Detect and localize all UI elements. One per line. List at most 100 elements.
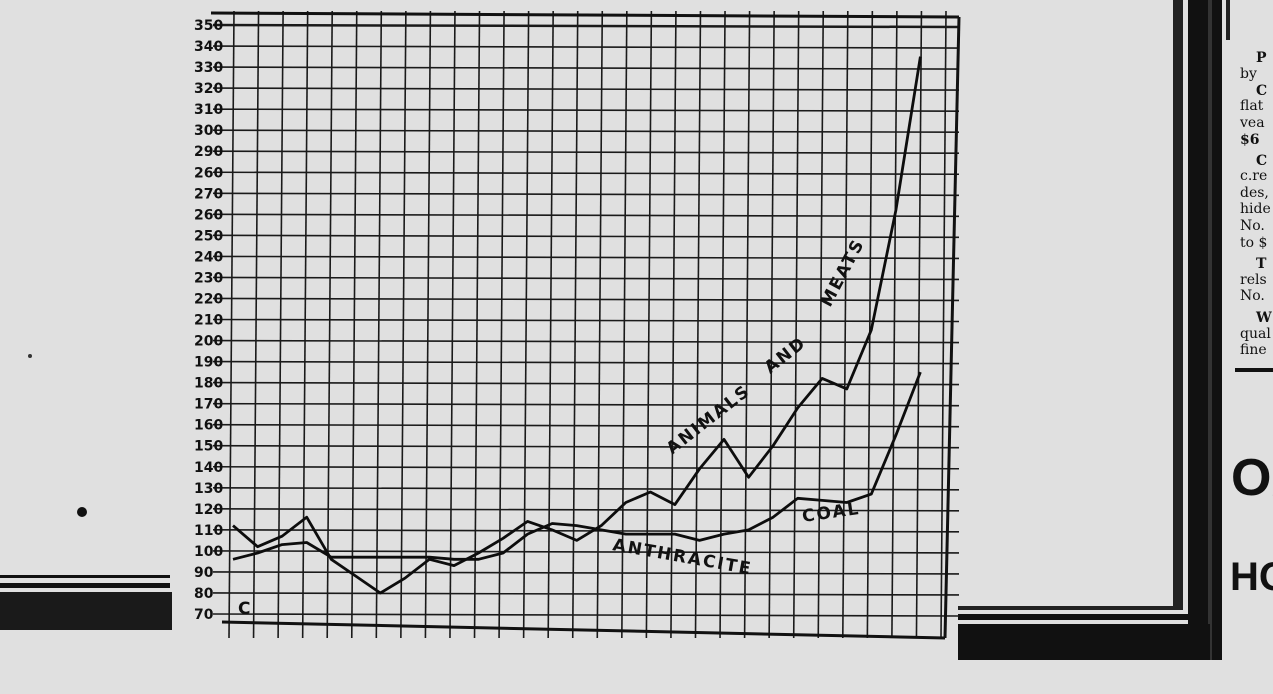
y-tick-label: 120 [194, 502, 223, 518]
grid-column-line [891, 10, 898, 639]
grid-row-line [212, 339, 960, 344]
y-tick-label: 160 [194, 418, 223, 434]
y-tick-label: 300 [194, 123, 223, 139]
grid-row-line [212, 234, 960, 239]
grid-row-line [212, 276, 960, 281]
grid-column-line [400, 10, 407, 639]
column-text-line: c.re [1240, 168, 1267, 184]
grid-row-line [212, 297, 960, 302]
grid-column-line [866, 10, 874, 639]
y-tick-label: 230 [194, 270, 223, 286]
grid-row-line [212, 255, 960, 260]
y-tick-label: 220 [194, 291, 223, 307]
column-text-line: P [1256, 50, 1267, 66]
grid-row-line [212, 87, 960, 91]
y-tick-label: 110 [194, 523, 223, 539]
grid-row-line [212, 360, 960, 365]
grid-row-line [212, 213, 960, 218]
grid-row-line [212, 45, 960, 49]
column-text-line: to $ [1240, 235, 1267, 251]
left-border-rules [0, 354, 172, 630]
grid-column-line [473, 10, 481, 639]
column-text-line: C [1256, 153, 1267, 169]
grid-row-line [212, 508, 960, 512]
column-text-line: No. [1240, 218, 1265, 234]
grid-column-line [350, 10, 358, 639]
grid-column-line [841, 10, 849, 639]
grid-column-line [547, 10, 554, 639]
column-text-line: $6 [1240, 132, 1259, 148]
grid-column-line [498, 10, 505, 639]
y-tick-label: 240 [194, 249, 223, 265]
grid-column-line [252, 10, 260, 639]
y-tick-label: 150 [194, 439, 223, 455]
column-text-line: by [1240, 66, 1257, 82]
y-tick-label: 140 [194, 460, 223, 476]
grid-row-line [212, 108, 960, 112]
chart-right-frame [943, 16, 961, 639]
y-tick-label: 190 [194, 355, 223, 371]
chart-bottom-frame [221, 620, 946, 640]
column-headline-1: OA [1231, 449, 1273, 507]
grid-column-line [301, 10, 309, 639]
grid-column-line [596, 10, 604, 639]
y-tick-label: 210 [194, 313, 223, 329]
column-text-line: No. [1240, 288, 1265, 304]
y-tick-label: 290 [194, 144, 223, 160]
column-text-line: des, [1240, 185, 1269, 201]
chart-grid [210, 10, 961, 640]
grid-column-line [694, 10, 702, 639]
grid-row-line [212, 318, 960, 323]
right-frame [958, 0, 1273, 660]
grid-column-line [522, 10, 530, 639]
y-tick-label: 330 [194, 60, 223, 76]
y-tick-label: 130 [194, 481, 223, 497]
y-tick-label: 180 [194, 376, 223, 392]
grid-column-line [228, 10, 235, 639]
y-tick-label: 250 [194, 228, 223, 244]
grid-row-line [212, 23, 960, 29]
grid-row-line [212, 592, 960, 596]
chart-series [232, 56, 922, 595]
grid-column-line [940, 10, 947, 639]
grid-row-line [212, 192, 960, 197]
column-text-line: qual [1240, 326, 1271, 342]
column-text-line: flat [1240, 98, 1264, 114]
y-tick-label: 100 [194, 544, 223, 560]
grid-row-line [212, 150, 960, 155]
grid-row-line [212, 423, 960, 428]
y-tick-label: 260 [194, 165, 223, 181]
grid-row-line [212, 402, 960, 407]
series-line-anthracite-coal [232, 371, 922, 561]
grid-row-line [212, 171, 960, 176]
y-tick-label: 340 [194, 39, 223, 55]
y-tick-label: 350 [194, 18, 223, 34]
grid-column-line [571, 10, 579, 639]
grid-row-line [212, 550, 960, 554]
grid-row-line [212, 529, 960, 533]
grid-column-line [375, 10, 383, 639]
grid-row-line [212, 444, 960, 449]
grid-column-line [277, 10, 284, 639]
grid-row-line [212, 571, 960, 575]
grid-row-line [212, 486, 960, 491]
column-text-line: W [1255, 310, 1272, 326]
chart-top-frame [210, 11, 960, 19]
y-tick-label: 310 [194, 102, 223, 118]
column-headline-2: HO [1230, 555, 1273, 599]
column-text-line: hide [1240, 201, 1271, 217]
grid-column-line [743, 10, 751, 639]
corner-mark: C [238, 599, 252, 619]
grid-column-line [792, 10, 800, 639]
y-tick-label: 90 [194, 565, 214, 581]
grid-column-line [768, 10, 775, 639]
grid-column-line [424, 10, 432, 639]
grid-column-line [449, 10, 456, 639]
column-text-line: vea [1239, 115, 1265, 131]
y-tick-label: 320 [194, 81, 223, 97]
y-tick-label: 170 [194, 397, 223, 413]
